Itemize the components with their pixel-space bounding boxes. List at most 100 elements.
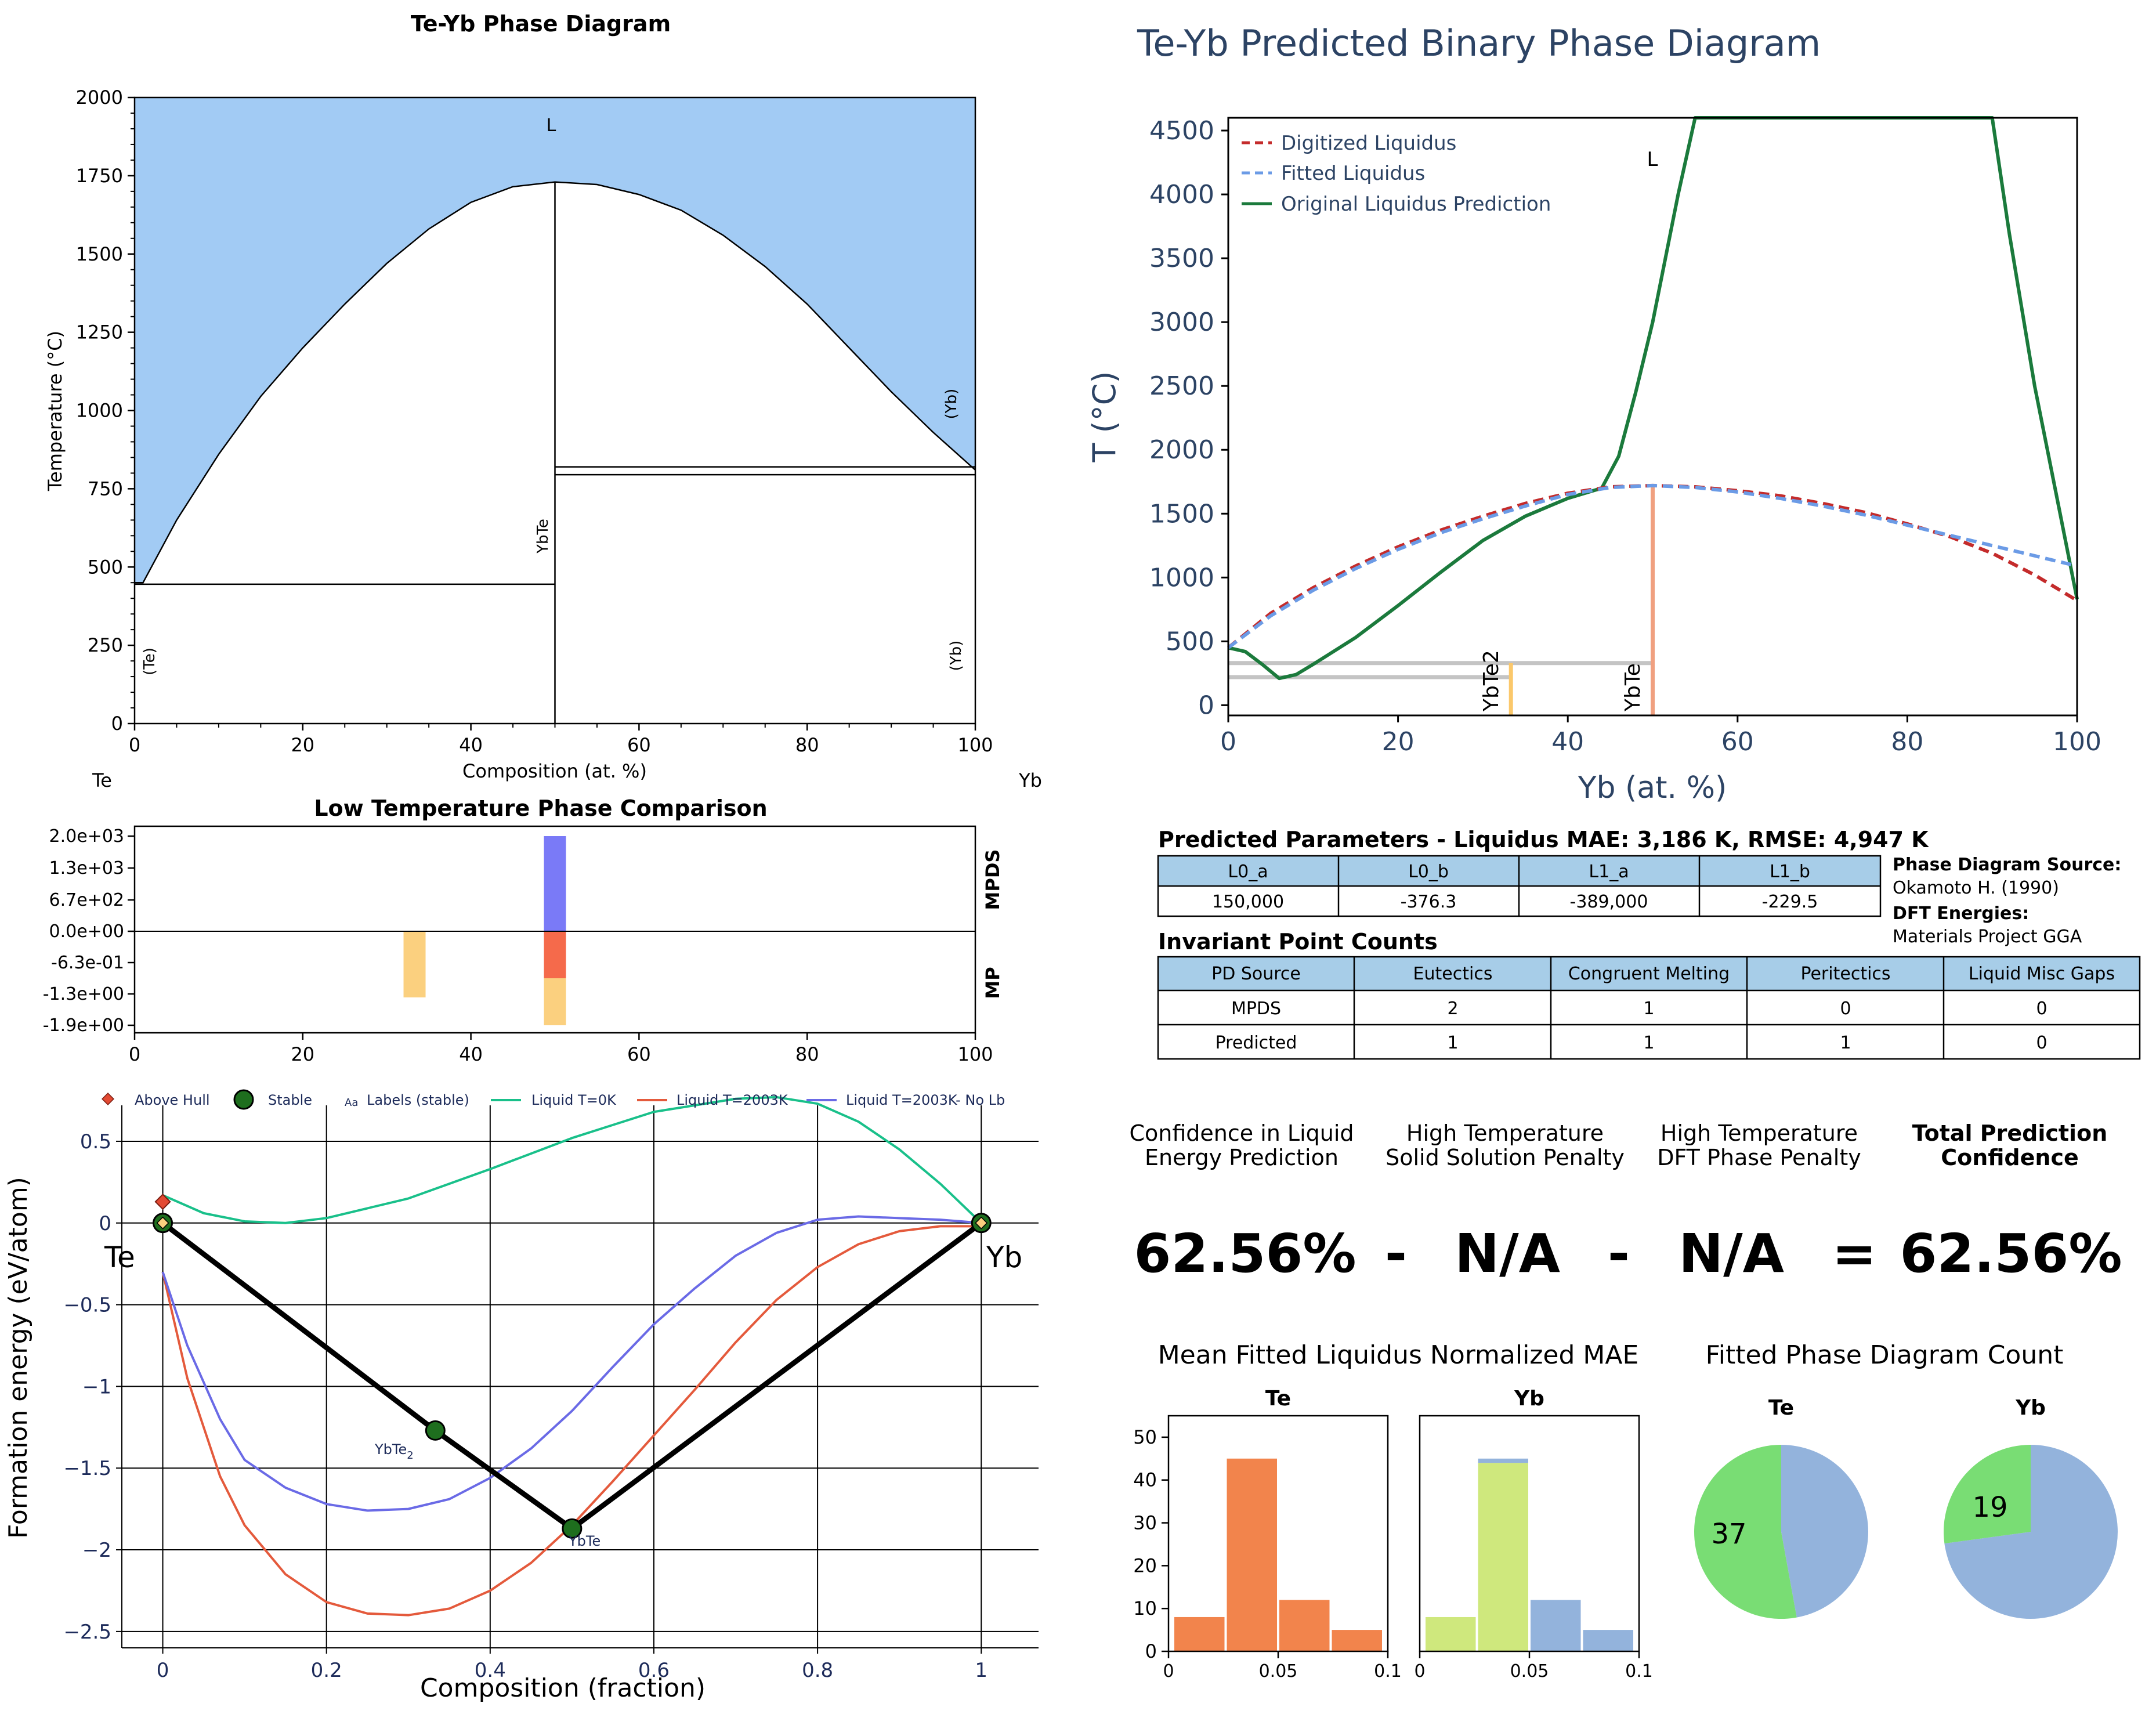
pd-xtick-label-80: 80	[795, 734, 819, 756]
pd-te-solid-label: (Te)	[141, 648, 158, 675]
params-title: Predicted Parameters - Liquidus MAE: 3,1…	[1158, 827, 1929, 852]
pred-ytick-label-3000: 3000	[1149, 308, 1214, 337]
params-header-1: L0_b	[1408, 862, 1449, 882]
hull-y-ticks: 0.5 0 −0.5 −1 −1.5 −2 −2.5	[63, 1130, 122, 1644]
invariant-header-1: Eutectics	[1413, 964, 1493, 984]
hist-xtick-label-1-0.05: 0.05	[1510, 1661, 1549, 1682]
above-hull-marker-0	[154, 1194, 171, 1210]
invariant-r0-c3: 0	[1840, 999, 1851, 1019]
params-grid	[1157, 855, 1882, 917]
hull-ytick-label-5: −2	[82, 1539, 111, 1562]
legend-stable-label: Stable	[268, 1092, 312, 1108]
legend-original-label: Original Liquidus Prediction	[1281, 193, 1551, 216]
pd-title: Te-Yb Phase Diagram	[411, 11, 671, 37]
hull-ybte-label: YbTe	[568, 1533, 601, 1549]
lowt-mp-ybte2-bar	[403, 931, 426, 997]
invariant-table: Invariant Point Counts PD Source Eutecti…	[1157, 929, 2141, 1060]
pie-Te-green-slice	[1694, 1445, 1797, 1619]
conf-value-3: N/A	[1679, 1223, 1784, 1285]
pred-x-ticks: 0 20 40 60 80 100	[1220, 715, 2101, 757]
parameters-table: Predicted Parameters - Liquidus MAE: 3,1…	[1157, 827, 1929, 917]
hist-Te-bar-3-orange	[1332, 1630, 1382, 1651]
hist-Te-bar-0-orange	[1174, 1617, 1225, 1651]
hull-ybte2-sub: 2	[407, 1449, 413, 1462]
lowt-y-ticks: 2.0e+03 1.3e+03 6.7e+02 0.0e+00 -6.3e-01 -1.3…	[43, 826, 135, 1036]
liquidus-curve	[135, 181, 976, 584]
invariant-header-2: Congruent Melting	[1568, 964, 1730, 984]
legend-above-hull-marker	[102, 1093, 114, 1105]
lowt-title: Low Temperature Phase Comparison	[314, 795, 767, 821]
pd-ytick-label-1750: 1750	[76, 165, 123, 187]
pd-ytick-label-1500: 1500	[76, 243, 123, 265]
pred-xtick-label-80: 80	[1891, 727, 1923, 757]
pred-ybte2-label: YbTe2	[1479, 650, 1503, 712]
hull-ylabel: Formation energy (eV/atom)	[3, 1177, 33, 1539]
hist-xtick-label-1-0: 0	[1414, 1661, 1425, 1682]
hull-xtick-label-0.6: 0.6	[638, 1659, 670, 1682]
legend-liq0-label: Liquid T=0K	[531, 1092, 617, 1108]
pred-xlabel: Yb (at. %)	[1578, 771, 1727, 805]
pd-source-value: Okamoto H. (1990)	[1893, 878, 2059, 898]
pd-y-ticks: 0 250 500 750 1000 1250 1500 1750 2000	[76, 86, 135, 735]
lowt-xtick-label-0: 0	[129, 1043, 140, 1065]
hull-ytick-label-1: 0	[99, 1212, 111, 1235]
lowt-ytick-label-2: 6.7e+02	[49, 890, 124, 910]
conf-value-4: 62.56%	[1900, 1223, 2122, 1285]
hist-ytick-label-40: 40	[1133, 1469, 1157, 1491]
conf-col1-line2: Energy Prediction	[1145, 1145, 1339, 1170]
params-value-2: -389,000	[1570, 892, 1648, 912]
hist-ytick-label-50: 50	[1133, 1426, 1157, 1448]
invariant-r0-c1: 2	[1447, 999, 1458, 1019]
hist-Yb-bar-0-lime	[1426, 1617, 1476, 1651]
hull-curves	[161, 1095, 983, 1617]
hist-Te-bar-2-orange	[1279, 1600, 1330, 1651]
pd-xtick-label-20: 20	[291, 734, 314, 756]
pd-ylabel: Temperature (°C)	[44, 331, 66, 491]
params-header-0: L0_a	[1228, 862, 1268, 882]
pie-Te-blue-slice	[1781, 1445, 1868, 1618]
lowt-mpds-ybte-bar	[544, 836, 566, 931]
pie-te-count: 37	[1711, 1518, 1746, 1550]
low-temp-comparison-panel: Low Temperature Phase Comparison 2.0e+03…	[43, 795, 1004, 1065]
hull-series-liquid-t-0k	[162, 1095, 982, 1224]
pred-y-ticks: 0 500 1000 1500 2000 2500 3000 3500 4000 4500	[1149, 116, 1228, 720]
hull-xtick-label-0.8: 0.8	[802, 1659, 833, 1682]
lowt-xtick-label-60: 60	[627, 1043, 651, 1065]
lowt-xtick-label-80: 80	[795, 1043, 819, 1065]
conf-value-2: N/A	[1455, 1223, 1560, 1285]
hist-Yb-bar-2-blue	[1531, 1600, 1581, 1651]
lowt-ytick-label-1: 1.3e+03	[49, 858, 124, 878]
legend-stable-marker	[233, 1089, 254, 1110]
hull-legend: Above Hull Stable Aa Labels (stable) Liq…	[102, 1089, 1005, 1110]
invariant-header-bg	[1158, 957, 2140, 990]
hull-xtick-label-0: 0	[157, 1659, 169, 1682]
lowt-bars	[403, 836, 566, 1025]
conf-col2-line2: Solid Solution Penalty	[1386, 1145, 1625, 1170]
pd-yb-solid-high-label: (Yb)	[943, 389, 960, 420]
liquid-region	[135, 97, 975, 583]
legend-liq2003-label: Liquid T=2003K	[677, 1092, 788, 1108]
pie-yb-count: 19	[1972, 1491, 2007, 1524]
hist-Yb-bar-1-lime	[1478, 1463, 1528, 1651]
lowt-ytick-label-6: -1.9e+00	[43, 1015, 124, 1036]
lowt-mp-label: MP	[982, 967, 1004, 999]
pred-liquid-label: L	[1647, 148, 1658, 171]
pred-ytick-label-500: 500	[1166, 627, 1214, 656]
hull-xtick-label-0.2: 0.2	[311, 1659, 342, 1682]
hull-ytick-label-2: −0.5	[63, 1294, 111, 1317]
conf-col1-line1: Confidence in Liquid	[1129, 1120, 1354, 1146]
lowt-x-ticks: 0 20 40 60 80 100	[129, 1033, 993, 1065]
predicted-phase-diagram-panel: Te-Yb Predicted Binary Phase Diagram 0 20…	[1086, 22, 2101, 805]
hist-te-frame	[1167, 1415, 1389, 1652]
pd-xtick-label-40: 40	[459, 734, 483, 756]
legend-fitted-label: Fitted Liquidus	[1281, 162, 1425, 185]
lowt-xtick-label-100: 100	[957, 1043, 993, 1065]
pd-ytick-label-750: 750	[88, 478, 123, 500]
pd-left-element: Te	[92, 769, 112, 791]
pd-xtick-label-60: 60	[627, 734, 651, 756]
pred-xtick-label-40: 40	[1551, 727, 1584, 757]
legend-labels-marker: Aa	[345, 1097, 358, 1109]
pd-ytick-label-2000: 2000	[76, 86, 123, 109]
stable-point-YbTe	[562, 1518, 583, 1539]
conf-op-1: -	[1385, 1223, 1407, 1285]
